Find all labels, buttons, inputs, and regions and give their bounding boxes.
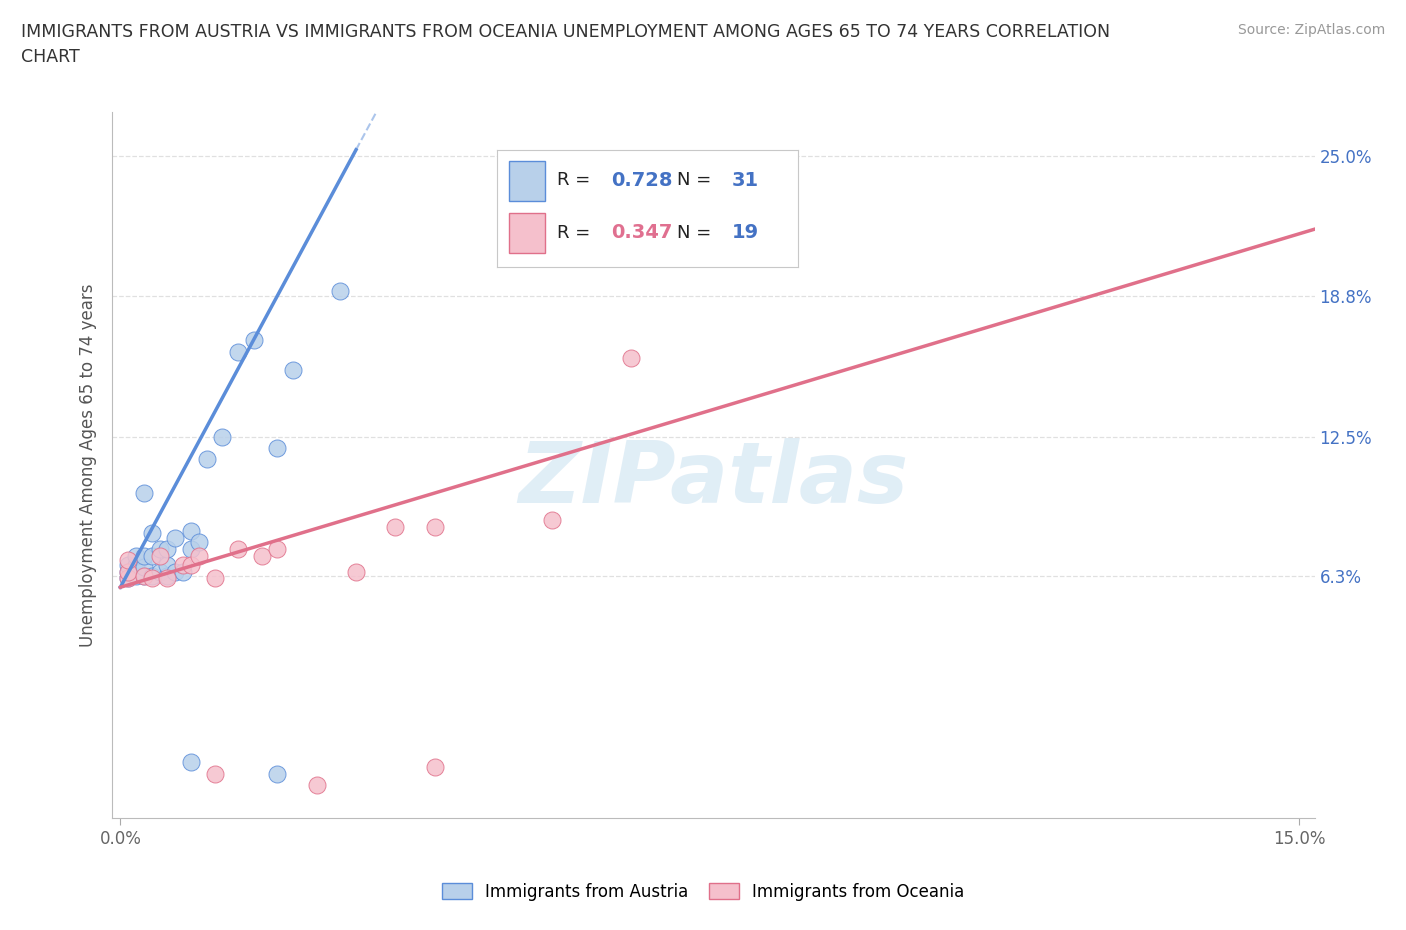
Point [132, 568, 155, 583]
Point [187, 549, 209, 564]
Legend: Immigrants from Austria, Immigrants from Oceania: Immigrants from Austria, Immigrants from… [436, 876, 970, 908]
Point [180, 541, 202, 556]
Point [156, 568, 179, 583]
Point [226, 344, 249, 359]
Point [149, 565, 172, 579]
Point [423, 760, 446, 775]
Point [156, 541, 179, 556]
Point [172, 565, 194, 579]
Point [283, 362, 305, 377]
Point [250, 549, 273, 564]
Point [125, 549, 148, 564]
Point [117, 553, 139, 568]
Point [384, 519, 406, 534]
Point [204, 766, 226, 781]
Point [132, 560, 155, 575]
Point [180, 524, 202, 538]
Point [149, 549, 172, 564]
Point [541, 512, 564, 527]
Point [141, 526, 163, 541]
Point [180, 557, 202, 572]
Y-axis label: Unemployment Among Ages 65 to 74 years: Unemployment Among Ages 65 to 74 years [79, 284, 97, 646]
Point [172, 557, 194, 572]
Point [266, 441, 288, 456]
Text: IMMIGRANTS FROM AUSTRIA VS IMMIGRANTS FROM OCEANIA UNEMPLOYMENT AMONG AGES 65 TO: IMMIGRANTS FROM AUSTRIA VS IMMIGRANTS FR… [21, 23, 1111, 41]
Point [266, 541, 288, 556]
Point [117, 557, 139, 572]
Point [180, 755, 202, 770]
Point [305, 777, 328, 792]
Point [132, 549, 155, 564]
Point [620, 351, 643, 365]
Point [117, 571, 139, 586]
Text: CHART: CHART [21, 48, 80, 66]
Point [423, 519, 446, 534]
Point [141, 549, 163, 564]
Point [243, 333, 266, 348]
Point [125, 557, 148, 572]
Point [329, 284, 352, 299]
Point [204, 571, 226, 586]
Text: Source: ZipAtlas.com: Source: ZipAtlas.com [1237, 23, 1385, 37]
Text: ZIPatlas: ZIPatlas [519, 438, 908, 521]
Point [141, 568, 163, 583]
Point [156, 557, 179, 572]
Point [149, 541, 172, 556]
Point [187, 535, 209, 550]
Point [344, 565, 367, 579]
Point [211, 430, 233, 445]
Point [117, 571, 139, 586]
Point [141, 571, 163, 586]
Point [195, 452, 218, 467]
Point [132, 485, 155, 500]
Point [132, 568, 155, 583]
Point [117, 565, 139, 579]
Point [266, 766, 288, 781]
Point [165, 565, 187, 579]
Point [117, 565, 139, 579]
Point [165, 530, 187, 545]
Point [226, 541, 249, 556]
Point [125, 568, 148, 583]
Point [156, 571, 179, 586]
